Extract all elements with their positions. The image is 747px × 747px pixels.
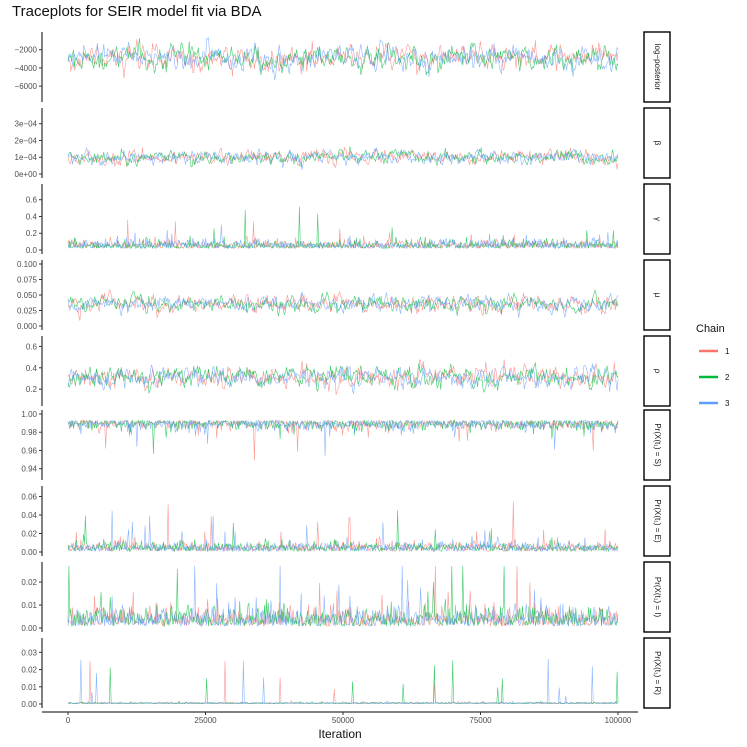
y-tick-label: 0.94 xyxy=(21,465,37,474)
trace-series-2 xyxy=(67,362,619,394)
y-tick-label: −6000 xyxy=(15,82,38,91)
facet-panel: 0.00 0.02 0.04 0.06 Pr(X(t₁) = E) xyxy=(21,485,671,557)
y-tick-label: 0.04 xyxy=(21,511,37,520)
y-tick-label: 3e−04 xyxy=(15,120,38,129)
facet-strip xyxy=(643,183,671,255)
facet-panel: 0.2 0.4 0.6 ρ xyxy=(26,335,671,407)
trace-series-2 xyxy=(67,38,619,76)
y-tick-label: 0.01 xyxy=(21,683,37,692)
facet-strip xyxy=(643,561,671,633)
y-tick-label: 0.4 xyxy=(26,212,38,221)
y-tick-label: 0.075 xyxy=(17,276,38,285)
y-tick-label: 1.00 xyxy=(21,410,37,419)
facet-strip xyxy=(643,335,671,407)
trace-series-3 xyxy=(67,658,619,705)
trace-series-2 xyxy=(67,289,619,317)
x-tick-label: 50000 xyxy=(332,716,355,725)
y-tick-label: 0.6 xyxy=(26,196,38,205)
x-tick-label: 100000 xyxy=(605,716,632,725)
legend-label-1: 1 xyxy=(725,347,730,356)
trace-series-1 xyxy=(67,39,619,79)
y-tick-label: 0.6 xyxy=(26,342,38,351)
y-tick-label: 0.98 xyxy=(21,428,37,437)
facet-strip-label: Pr(X(t₁) = S) xyxy=(653,423,662,467)
legend-label-2: 2 xyxy=(725,373,730,382)
y-tick-label: 0.00 xyxy=(21,624,37,633)
y-tick-label: 0e+00 xyxy=(15,170,38,179)
y-tick-label: 0.01 xyxy=(21,601,37,610)
y-tick-label: 0.02 xyxy=(21,578,37,587)
facet-strip xyxy=(643,409,671,481)
trace-series-3 xyxy=(67,291,619,318)
facet-panel: 0.000 0.025 0.050 0.075 0.100 μ xyxy=(17,259,671,331)
facet-strip-label: ρ xyxy=(653,369,662,374)
y-tick-label: 0.02 xyxy=(21,666,37,675)
facet-strip-label: Pr(X(t₁) = I) xyxy=(653,577,662,618)
facet-strip-label: μ xyxy=(653,293,662,298)
trace-series-2 xyxy=(67,565,619,627)
x-tick-label: 0 xyxy=(66,716,71,725)
trace-series-3 xyxy=(67,510,619,553)
legend-label-3: 3 xyxy=(725,399,730,408)
x-tick-label: 75000 xyxy=(469,716,492,725)
y-tick-label: 0.100 xyxy=(17,260,38,269)
trace-series-3 xyxy=(67,419,619,456)
y-tick-label: 0.2 xyxy=(26,385,38,394)
y-tick-label: 0.2 xyxy=(26,229,38,238)
y-tick-label: −2000 xyxy=(15,46,38,55)
trace-series-3 xyxy=(67,37,619,80)
y-tick-label: 0.06 xyxy=(21,492,37,501)
y-tick-label: 0.4 xyxy=(26,364,38,373)
y-tick-label: 1e−04 xyxy=(15,153,38,162)
facet-strip-label: Pr(X(t₁) = R) xyxy=(653,651,662,695)
facet-panel: 0.0 0.2 0.4 0.6 γ xyxy=(26,183,671,255)
y-tick-label: 2e−04 xyxy=(15,136,38,145)
x-axis-title: Iteration xyxy=(318,727,361,741)
y-tick-label: 0.03 xyxy=(21,648,37,657)
trace-series-3 xyxy=(67,363,619,395)
facet-panel: 0e+00 1e−04 2e−04 3e−04 β xyxy=(15,107,671,179)
y-tick-label: 0.050 xyxy=(17,291,38,300)
y-tick-label: 0.00 xyxy=(21,700,37,709)
y-tick-label: 0.0 xyxy=(26,246,38,255)
legend: Chain 1 2 3 xyxy=(696,323,730,408)
facet-strip-label: γ xyxy=(653,217,662,221)
facet-strip xyxy=(643,485,671,557)
y-tick-label: 0.02 xyxy=(21,529,37,538)
y-tick-label: 0.025 xyxy=(17,307,38,316)
chart-title: Traceplots for SEIR model fit via BDA xyxy=(12,3,262,20)
facet-strip xyxy=(643,637,671,709)
facet-panel: −2000 −4000 −6000 log−posterior xyxy=(15,31,671,103)
trace-series-1 xyxy=(67,660,619,705)
y-tick-label: −4000 xyxy=(15,64,38,73)
facet-panel: 0.00 0.01 0.02 0.03 Pr(X(t₁) = R) xyxy=(21,637,671,709)
trace-series-2 xyxy=(67,146,619,168)
trace-series-3 xyxy=(67,224,619,250)
facet-strip xyxy=(643,107,671,179)
y-tick-label: 0.00 xyxy=(21,548,37,557)
facet-strip-label: Pr(X(t₁) = E) xyxy=(653,499,662,543)
trace-series-3 xyxy=(67,147,619,170)
y-tick-label: 0.000 xyxy=(17,322,38,331)
facet-strip xyxy=(643,31,671,103)
facet-panel: 0.94 0.96 0.98 1.00 Pr(X(t₁) = S) xyxy=(21,409,671,481)
facet-strip-label: log−posterior xyxy=(653,44,662,91)
x-tick-label: 25000 xyxy=(194,716,217,725)
trace-series-3 xyxy=(67,565,619,628)
facet-strip-label: β xyxy=(653,141,662,146)
legend-title: Chain xyxy=(696,323,725,335)
facet-panel: 0.00 0.01 0.02 Pr(X(t₁) = I) xyxy=(21,561,671,633)
trace-series-2 xyxy=(67,660,619,705)
y-tick-label: 0.96 xyxy=(21,446,37,455)
facet-strip xyxy=(643,259,671,331)
